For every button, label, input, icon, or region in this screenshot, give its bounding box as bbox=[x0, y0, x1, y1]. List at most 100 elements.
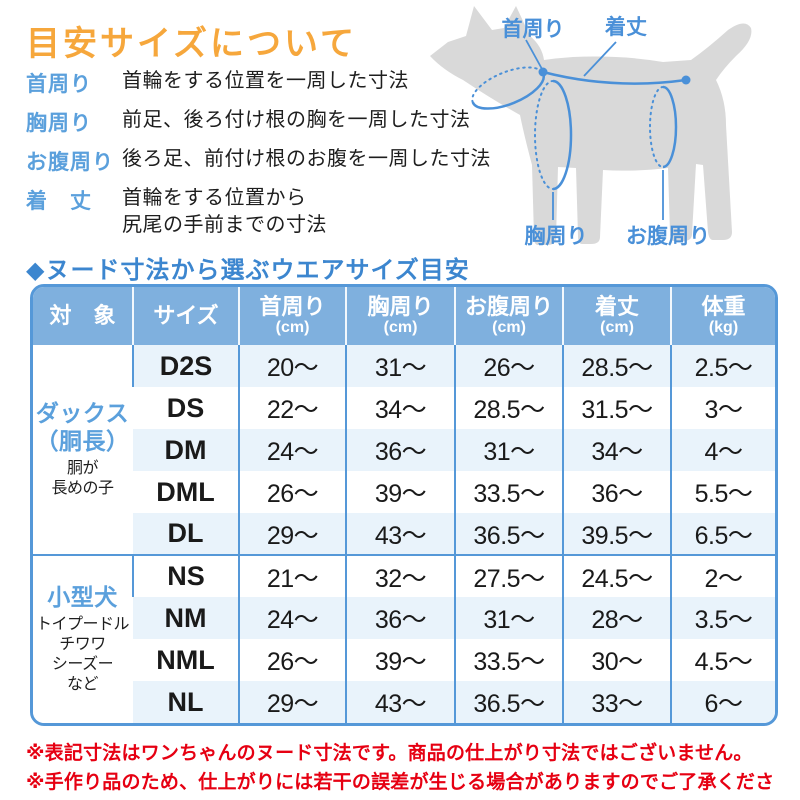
weight-cell: 5.5～ bbox=[670, 471, 775, 513]
weight-cell: 6～ bbox=[670, 681, 775, 723]
neck-cell: 26～ bbox=[238, 639, 346, 681]
table-row: DM 24～ 36～ 31～ 34～ 4～ bbox=[33, 429, 775, 471]
neck-cell: 21～ bbox=[238, 554, 346, 597]
table-row: ダックス （胴長） 胴が 長めの子 D2S 20～ 31～ 26～ 28.5～ … bbox=[33, 345, 775, 555]
group-desc: トイプードル チワワ シーズー など bbox=[35, 615, 130, 693]
definition-term: 胸周り bbox=[26, 112, 92, 135]
weight-cell: 6.5～ bbox=[670, 513, 775, 555]
belly-cell: 36.5～ bbox=[454, 681, 563, 723]
weight-cell: 4.5～ bbox=[670, 639, 775, 681]
definition-belly: お腹周り 後ろ足、前付け根のお腹を一周した寸法 bbox=[26, 146, 506, 176]
belly-cell: 31～ bbox=[454, 597, 563, 639]
weight-cell: 3.5～ bbox=[670, 597, 775, 639]
size-table-container: 対 象 サイズ 首周り (cm) 胸周り (cm) お腹周り (cm) 着丈 (cm) … bbox=[30, 284, 778, 726]
neck-leader-line bbox=[525, 39, 543, 70]
group-dachshund: ダックス （胴長） 胴が 長めの子 D2S 20～ 31～ 26～ 28.5～ … bbox=[33, 345, 775, 555]
chest-cell: 36～ bbox=[345, 597, 455, 639]
diagram-belly-label: お腹周り bbox=[626, 224, 710, 248]
definition-length: 着 丈 首輪をする位置から 尻尾の手前までの寸法 bbox=[26, 185, 506, 239]
neck-cell: 29～ bbox=[238, 681, 346, 723]
diagram-chest-label: 胸周り bbox=[525, 224, 588, 248]
definition-term: お腹周り bbox=[26, 151, 114, 174]
size-cell: D2S bbox=[132, 345, 239, 387]
group-small-dogs: 小型犬 トイプードル チワワ シーズー など NS 21～ 32～ 27.5～ … bbox=[33, 554, 775, 723]
dog-silhouette bbox=[430, 6, 752, 245]
chest-cell: 32～ bbox=[345, 554, 455, 597]
size-table-header: 対 象 サイズ 首周り (cm) 胸周り (cm) お腹周り (cm) 着丈 (cm) … bbox=[33, 287, 775, 345]
size-cell: DM bbox=[133, 429, 239, 471]
header-weight: 体重 (kg) bbox=[670, 287, 775, 345]
chest-cell: 34～ bbox=[345, 387, 455, 429]
definition-desc: 後ろ足、前付け根のお腹を一周した寸法 bbox=[122, 148, 491, 170]
length-cell: 39.5～ bbox=[562, 513, 671, 555]
table-row: NL 29～ 43～ 36.5～ 33～ 6～ bbox=[33, 681, 775, 723]
table-section-title: ◆ヌード寸法から選ぶウエアサイズ目安 bbox=[26, 257, 470, 284]
dog-measurement-diagram: 首周り 着丈 胸周り お腹周り bbox=[408, 0, 800, 262]
neck-cell: 29～ bbox=[238, 513, 346, 555]
length-cell: 30～ bbox=[562, 639, 671, 681]
page-title: 目安サイズについて bbox=[26, 25, 357, 63]
chest-ellipse bbox=[534, 79, 573, 191]
group-target-cell: 小型犬 トイプードル チワワ シーズー など bbox=[33, 554, 133, 723]
header-neck: 首周り (cm) bbox=[238, 287, 346, 345]
belly-cell: 36.5～ bbox=[454, 513, 563, 555]
belly-cell: 27.5～ bbox=[454, 554, 563, 597]
length-cell: 31.5～ bbox=[562, 387, 671, 429]
neck-cell: 20～ bbox=[238, 345, 346, 387]
footer-notes: ※表記寸法はワンちゃんのヌード寸法です。商品の仕上がり寸法ではございません。 ※… bbox=[26, 740, 786, 800]
size-cell: NML bbox=[156, 644, 215, 675]
size-cell: DS bbox=[166, 392, 205, 423]
length-cell: 33～ bbox=[562, 681, 671, 723]
weight-cell: 4～ bbox=[670, 429, 775, 471]
definition-neck: 首周り 首輪をする位置を一周した寸法 bbox=[26, 68, 506, 98]
chest-cell: 36～ bbox=[345, 429, 455, 471]
table-row: NM 24～ 36～ 31～ 28～ 3.5～ bbox=[33, 597, 775, 639]
definition-term: 着 丈 bbox=[26, 190, 92, 213]
header-chest: 胸周り (cm) bbox=[345, 287, 455, 345]
size-cell: DL bbox=[133, 513, 239, 555]
chest-cell: 31～ bbox=[345, 345, 455, 387]
definition-desc: 前足、後ろ付け根の胸を一周した寸法 bbox=[122, 109, 471, 131]
definition-chest: 胸周り 前足、後ろ付け根の胸を一周した寸法 bbox=[26, 107, 506, 137]
measurement-definitions: 首周り 首輪をする位置を一周した寸法 胸周り 前足、後ろ付け根の胸を一周した寸法… bbox=[26, 68, 506, 248]
size-table: 対 象 サイズ 首周り (cm) 胸周り (cm) お腹周り (cm) 着丈 (cm) … bbox=[33, 287, 775, 723]
size-cell: NS bbox=[132, 554, 239, 597]
belly-cell: 33.5～ bbox=[454, 471, 563, 513]
table-row: NML 26～ 39～ 33.5～ 30～ 4.5～ bbox=[33, 639, 775, 681]
belly-cell: 28.5～ bbox=[454, 387, 563, 429]
chest-cell: 39～ bbox=[345, 639, 455, 681]
size-cell: NL bbox=[133, 681, 239, 723]
group-target-cell: ダックス （胴長） 胴が 長めの子 bbox=[33, 345, 133, 555]
chest-cell: 39～ bbox=[345, 471, 455, 513]
weight-cell: 3～ bbox=[670, 387, 775, 429]
length-cell: 34～ bbox=[562, 429, 671, 471]
definition-desc: 首輪をする位置を一周した寸法 bbox=[122, 70, 409, 92]
diagram-neck-label: 首周り bbox=[502, 17, 565, 41]
definition-desc: 首輪をする位置から 尻尾の手前までの寸法 bbox=[122, 187, 327, 236]
group-desc: 胴が 長めの子 bbox=[51, 459, 114, 497]
definition-term: 首周り bbox=[26, 73, 92, 96]
note-nude-size: ※表記寸法はワンちゃんのヌード寸法です。商品の仕上がり寸法ではございません。 bbox=[26, 743, 753, 764]
size-cell: DML bbox=[156, 476, 215, 507]
belly-cell: 31～ bbox=[454, 429, 563, 471]
dog-silhouette-svg: 首周り 着丈 胸周り お腹周り bbox=[430, 6, 752, 248]
weight-cell: 2～ bbox=[670, 554, 775, 597]
neck-cell: 24～ bbox=[238, 597, 346, 639]
chest-cell: 43～ bbox=[345, 513, 455, 555]
length-leader-line bbox=[583, 41, 617, 77]
neck-cell: 26～ bbox=[238, 471, 346, 513]
header-row: 対 象 サイズ 首周り (cm) 胸周り (cm) お腹周り (cm) 着丈 (cm) … bbox=[33, 287, 775, 345]
length-cell: 24.5～ bbox=[562, 554, 671, 597]
header-belly: お腹周り (cm) bbox=[454, 287, 563, 345]
table-row: DS 22～ 34～ 28.5～ 31.5～ 3～ bbox=[33, 387, 775, 429]
neck-cell: 22～ bbox=[238, 387, 346, 429]
header-size: サイズ bbox=[132, 287, 239, 345]
table-row: DML 26～ 39～ 33.5～ 36～ 5.5～ bbox=[33, 471, 775, 513]
neck-ellipse bbox=[471, 66, 545, 110]
length-cell: 28～ bbox=[562, 597, 671, 639]
group-name: 小型犬 bbox=[47, 584, 118, 611]
table-row: 小型犬 トイプードル チワワ シーズー など NS 21～ 32～ 27.5～ … bbox=[33, 554, 775, 723]
group-name: ダックス （胴長） bbox=[35, 400, 130, 454]
header-length: 着丈 (cm) bbox=[562, 287, 671, 345]
